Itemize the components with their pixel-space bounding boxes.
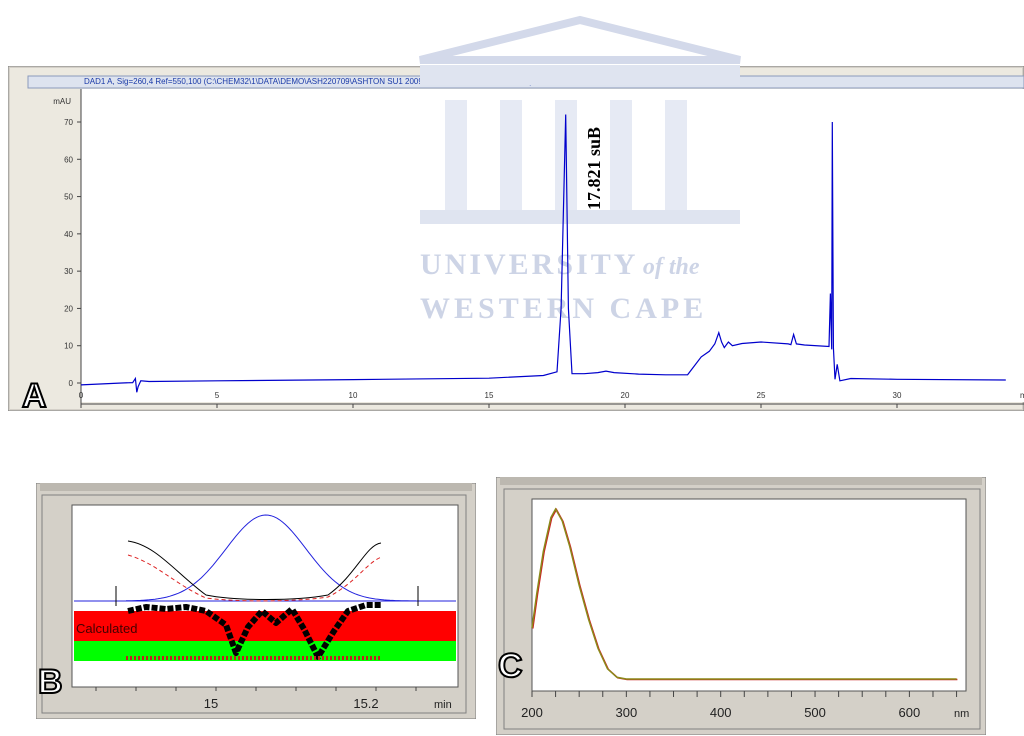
band-label-b: Calculated (76, 621, 137, 636)
noise-curve-b (127, 554, 383, 602)
y-tick-label-a: 70 (64, 118, 73, 127)
y-axis-label-a: mAU (53, 97, 71, 106)
x-tick-label-a: 15 (485, 391, 494, 400)
band-green-b (74, 641, 456, 661)
x-tick-label-c: 300 (615, 705, 637, 720)
panel-a-header: DAD1 A, Sig=260,4 Ref=550,100 (C:\CHEM32… (84, 77, 533, 86)
y-tick-label-a: 10 (64, 342, 73, 351)
panel-letter-a: A (22, 377, 47, 415)
x-tick-label-c: 600 (899, 705, 921, 720)
panel-c (496, 477, 986, 735)
x-axis-label-c: nm (954, 708, 969, 720)
x-tick-label-b: 15.2 (353, 696, 378, 711)
panel-letter-b: B (38, 663, 63, 701)
chart-c: 200 300 400 500 600 nm C (497, 507, 969, 720)
x-axis-label-a: min (1020, 391, 1024, 400)
x-tick-label-c: 200 (521, 705, 543, 720)
watermark: UNIVERSITY of the WESTERN CAPE (400, 10, 780, 340)
x-tick-label-a: 20 (621, 391, 630, 400)
x-axis-label-b: min (434, 699, 452, 711)
x-tick-label-c: 400 (710, 705, 732, 720)
x-tick-label-b: 15 (204, 696, 218, 711)
peak-curve-b (126, 514, 416, 602)
x-tick-label-a: 30 (893, 391, 902, 400)
y-tick-label-a: 40 (64, 230, 73, 239)
spectrum-c-overlay (532, 507, 958, 681)
spectrum-c (531, 507, 957, 680)
y-tick-label-a: 0 (69, 379, 74, 388)
panel-letter-c: C (498, 647, 523, 685)
x-tick-label-a: 10 (349, 391, 358, 400)
y-tick-label-a: 60 (64, 155, 73, 164)
watermark-line1: UNIVERSITY of the (420, 248, 700, 281)
chart-a: 0 10 20 30 40 50 60 70 mAU 0 5 10 15 20 25 30 min 17.821 … (21, 97, 1024, 416)
y-tick-label-a: 30 (64, 267, 73, 276)
threshold-curve-b (127, 540, 382, 600)
y-tick-label-a: 50 (64, 193, 73, 202)
chart-b: Calculated 15 15.2 min B (37, 514, 456, 711)
trace-a (80, 114, 1006, 393)
peak-label-a: 17.821 suB (584, 127, 604, 210)
x-tick-label-c: 500 (804, 705, 826, 720)
panel-c-frame (496, 477, 986, 735)
x-tick-label-a: 0 (79, 391, 84, 400)
x-tick-label-a: 25 (757, 391, 766, 400)
university-crest-watermark (419, 15, 741, 224)
x-tick-label-a: 5 (215, 391, 220, 400)
purity-points-b (127, 602, 381, 660)
y-tick-label-a: 20 (64, 304, 73, 313)
